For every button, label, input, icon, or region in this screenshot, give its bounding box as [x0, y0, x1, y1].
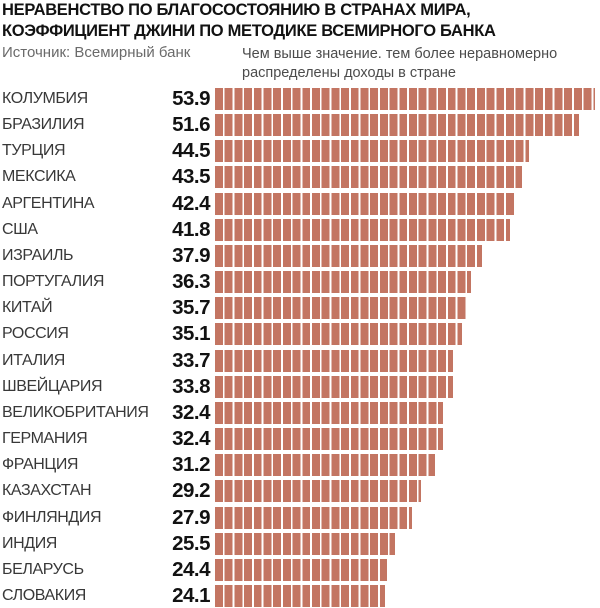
country-label: ПОРТУГАЛИЯ [2, 273, 105, 291]
country-label: АРГЕНТИНА [2, 194, 95, 212]
chart-row: КИТАЙ 35.7 [0, 296, 600, 320]
chart-row: ФРАНЦИЯ 31.2 [0, 453, 600, 477]
value-label: 43.5 [172, 165, 210, 189]
value-label: 53.9 [172, 87, 210, 110]
country-label: ИТАЛИЯ [2, 351, 65, 369]
bar [215, 532, 395, 555]
value-label: 44.5 [172, 139, 210, 163]
chart-row: РОССИЯ 35.1 [0, 322, 600, 346]
chart-row: МЕКСИКА 43.5 [0, 165, 600, 189]
note-line2: распределены доходы в стране [242, 65, 456, 81]
value-label: 51.6 [172, 113, 210, 137]
bar [215, 428, 444, 451]
bar [215, 585, 385, 608]
chart-row: ИЗРАИЛЬ 37.9 [0, 243, 600, 267]
source-label: Источник: Всемирный банк [2, 44, 191, 61]
country-label: БРАЗИЛИЯ [2, 116, 85, 134]
country-label: РОССИЯ [2, 325, 69, 343]
chart-row: ГЕРМАНИЯ 32.4 [0, 427, 600, 451]
country-label: ФРАНЦИЯ [2, 456, 79, 474]
country-label: КОЛУМБИЯ [2, 90, 88, 107]
bar [215, 323, 463, 346]
chart-row: КАЗАХСТАН 29.2 [0, 479, 600, 503]
value-label: 25.5 [172, 531, 210, 555]
bar [215, 349, 453, 372]
bar [215, 244, 483, 267]
bar [215, 375, 454, 398]
chart-title-line1: НЕРАВЕНСТВО ПО БЛАГОСОСТОЯНИЮ В СТРАНАХ … [2, 1, 471, 19]
value-label: 32.4 [172, 400, 210, 424]
value-label: 27.9 [172, 505, 210, 529]
chart-row: ПОРТУГАЛИЯ 36.3 [0, 270, 600, 294]
country-label: КАЗАХСТАН [2, 482, 92, 500]
chart-row: АРГЕНТИНА 42.4 [0, 191, 600, 215]
value-label: 24.4 [172, 557, 210, 581]
bar [215, 506, 412, 529]
chart-row: ТУРЦИЯ 44.5 [0, 139, 600, 163]
value-label: 36.3 [172, 270, 210, 294]
bar [215, 114, 579, 137]
chart-title: НЕРАВЕНСТВО ПО БЛАГОСОСТОЯНИЮ В СТРАНАХ … [2, 0, 496, 41]
country-label: ФИНЛЯНДИЯ [2, 508, 102, 526]
bar [215, 218, 510, 241]
country-label: США [2, 220, 38, 238]
country-label: БЕЛАРУСЬ [2, 560, 84, 578]
chart-row: ИТАЛИЯ 33.7 [0, 348, 600, 372]
bar [215, 401, 444, 424]
chart-row: США 41.8 [0, 217, 600, 241]
chart-row: ФИНЛЯНДИЯ 27.9 [0, 505, 600, 529]
chart-row: ИНДИЯ 25.5 [0, 531, 600, 555]
value-label: 41.8 [172, 217, 210, 241]
bar [215, 166, 522, 189]
value-label: 37.9 [172, 243, 210, 267]
country-label: ШВЕЙЦАРИЯ [2, 377, 103, 395]
country-label: ГЕРМАНИЯ [2, 430, 88, 448]
country-label: КИТАЙ [2, 299, 53, 317]
value-label: 24.1 [172, 584, 210, 608]
chart-row: БРАЗИЛИЯ 51.6 [0, 113, 600, 137]
value-label: 32.4 [172, 427, 210, 451]
chart-row: СЛОВАКИЯ 24.1 [0, 584, 600, 608]
bar [215, 192, 514, 215]
value-label: 29.2 [172, 479, 210, 503]
value-label: 35.7 [172, 296, 210, 320]
country-label: МЕКСИКА [2, 168, 76, 186]
chart-title-line2: КОЭФФИЦИЕНТ ДЖИНИ ПО МЕТОДИКЕ ВСЕМИРНОГО… [2, 21, 496, 40]
value-label: 35.1 [172, 322, 210, 346]
bar [215, 271, 471, 294]
bar [215, 480, 421, 503]
chart-row: КОЛУМБИЯ 53.9 [0, 87, 600, 110]
value-label: 33.7 [172, 348, 210, 372]
bar [215, 140, 529, 163]
country-label: ИЗРАИЛЬ [2, 246, 74, 264]
chart-row: БЕЛАРУСЬ 24.4 [0, 557, 600, 581]
bar [215, 454, 435, 477]
chart-row: ВЕЛИКОБРИТАНИЯ 32.4 [0, 400, 600, 424]
country-label: ВЕЛИКОБРИТАНИЯ [2, 403, 149, 421]
bar [215, 297, 467, 320]
country-label: ТУРЦИЯ [2, 142, 66, 160]
value-label: 31.2 [172, 453, 210, 477]
value-label: 33.8 [172, 374, 210, 398]
country-label: ИНДИЯ [2, 534, 57, 552]
note-text: Чем выше значение. тем более неравномерн… [242, 45, 557, 83]
bar [215, 558, 388, 581]
note-line1: Чем выше значение. тем более неравномерн… [242, 46, 558, 62]
value-label: 42.4 [172, 191, 210, 215]
bar [215, 88, 595, 110]
chart-row: ШВЕЙЦАРИЯ 33.8 [0, 374, 600, 398]
country-label: СЛОВАКИЯ [2, 587, 86, 605]
